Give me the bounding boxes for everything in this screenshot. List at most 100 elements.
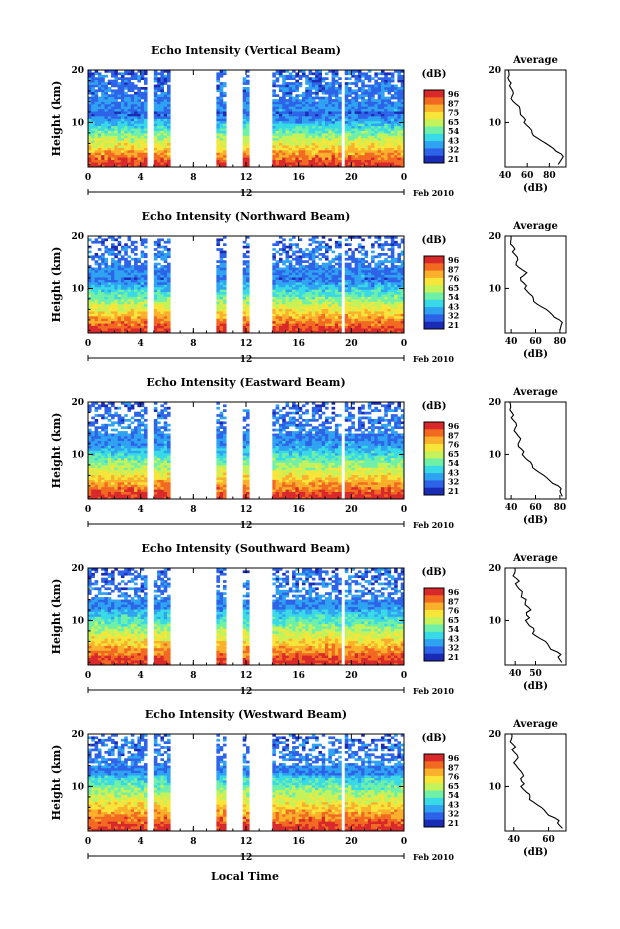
heatmap-cell: [338, 77, 342, 80]
heatmap-cell: [160, 125, 165, 129]
heatmap-cell: [104, 113, 109, 117]
heatmap-cell: [246, 91, 250, 95]
heatmap-cell: [167, 140, 171, 144]
heatmap-cell: [331, 145, 336, 148]
heatmap-cell: [361, 284, 365, 288]
heatmap-cell: [160, 82, 165, 85]
heatmap-cell: [315, 318, 319, 322]
heatmap-cell: [157, 120, 161, 124]
heatmap-cell: [321, 252, 326, 256]
heatmap-cell: [157, 150, 161, 153]
heatmap-cell: [124, 291, 128, 295]
heatmap-cell: [153, 318, 158, 322]
heatmap-cell: [361, 123, 365, 127]
heatmap-cell: [282, 157, 286, 161]
heatmap-cell: [282, 70, 286, 73]
heatmap-cell: [272, 91, 276, 95]
heatmap-cell: [88, 128, 92, 131]
heatmap-cell: [344, 142, 349, 146]
heatmap-cell: [94, 91, 99, 95]
heatmap-cell: [308, 145, 313, 148]
heatmap-cell: [163, 330, 168, 334]
heatmap-cell: [371, 128, 375, 131]
heatmap-cell: [104, 282, 109, 285]
heatmap-cell: [301, 96, 306, 100]
heatmap-cell: [321, 316, 326, 319]
heatmap-cell: [216, 279, 220, 283]
heatmap-cell: [157, 133, 161, 136]
heatmap-cell: [298, 279, 303, 283]
heatmap-cell: [101, 94, 105, 97]
heatmap-cell: [394, 236, 398, 239]
heatmap-cell: [104, 318, 109, 322]
heatmap-cell: [282, 330, 286, 334]
heatmap-cell: [295, 294, 299, 297]
heatmap-cell: [130, 279, 135, 283]
heatmap-cell: [367, 262, 372, 266]
heatmap-cell: [400, 313, 405, 317]
heatmap-cell: [120, 77, 125, 80]
heatmap-cell: [282, 311, 286, 314]
heatmap-cell: [367, 277, 372, 280]
heatmap-cell: [384, 118, 388, 122]
heatmap-cell: [134, 99, 138, 102]
heatmap-cell: [318, 72, 323, 76]
heatmap-cell: [295, 274, 299, 278]
heatmap-cell: [325, 125, 329, 129]
heatmap-cell: [367, 323, 372, 327]
heatmap-cell: [357, 318, 362, 322]
heatmap-cell: [308, 120, 313, 124]
heatmap-cell: [338, 116, 342, 119]
heatmap-cell: [134, 313, 138, 317]
heatmap-cell: [292, 101, 296, 105]
heatmap-cell: [305, 296, 309, 300]
heatmap-cell: [216, 133, 220, 136]
heatmap-cell: [374, 291, 378, 295]
heatmap-cell: [325, 277, 329, 280]
heatmap-cell: [311, 84, 316, 88]
heatmap-cell: [272, 301, 276, 305]
heatmap-cell: [357, 130, 362, 134]
heatmap-cell: [219, 99, 224, 102]
heatmap-cell: [153, 130, 158, 134]
heatmap-cell: [160, 79, 165, 83]
heatmap-cell: [374, 306, 378, 310]
heatmap-cell: [321, 313, 326, 317]
heatmap-cell: [371, 123, 375, 127]
heatmap-cell: [101, 157, 105, 161]
heatmap-cell: [308, 272, 313, 276]
heatmap-cell: [325, 262, 329, 266]
heatmap-cell: [288, 265, 293, 268]
heatmap-cell: [315, 89, 319, 93]
heatmap-cell: [163, 257, 168, 261]
heatmap-cell: [117, 159, 122, 163]
heatmap-cell: [348, 272, 352, 276]
heatmap-cell: [308, 291, 313, 295]
heatmap-cell: [374, 313, 378, 317]
heatmap-cell: [163, 106, 168, 110]
heatmap-cell: [157, 89, 161, 93]
heatmap-cell: [387, 79, 392, 83]
heatmap-cell: [216, 130, 220, 134]
heatmap-cell: [295, 101, 299, 105]
average-x-tick-label: 40: [499, 171, 512, 181]
heatmap-cell: [137, 286, 141, 290]
heatmap-cell: [292, 142, 296, 146]
heatmap-cell: [272, 79, 276, 83]
heatmap-cell: [305, 106, 309, 110]
heatmap-cell: [120, 94, 125, 97]
heatmap-cell: [361, 303, 365, 307]
heatmap-cell: [278, 152, 283, 156]
heatmap-cell: [400, 118, 405, 122]
heatmap-cell: [321, 308, 326, 312]
heatmap-cell: [374, 325, 378, 329]
heatmap-cell: [137, 308, 141, 312]
heatmap-cell: [328, 116, 332, 119]
heatmap-cell: [334, 255, 339, 259]
colorbar-segment: [424, 99, 444, 102]
heatmap-cell: [216, 150, 220, 153]
heatmap-cell: [301, 150, 306, 153]
heatmap-cell: [292, 106, 296, 110]
heatmap-cell: [134, 262, 138, 266]
heatmap-cell: [394, 118, 398, 122]
